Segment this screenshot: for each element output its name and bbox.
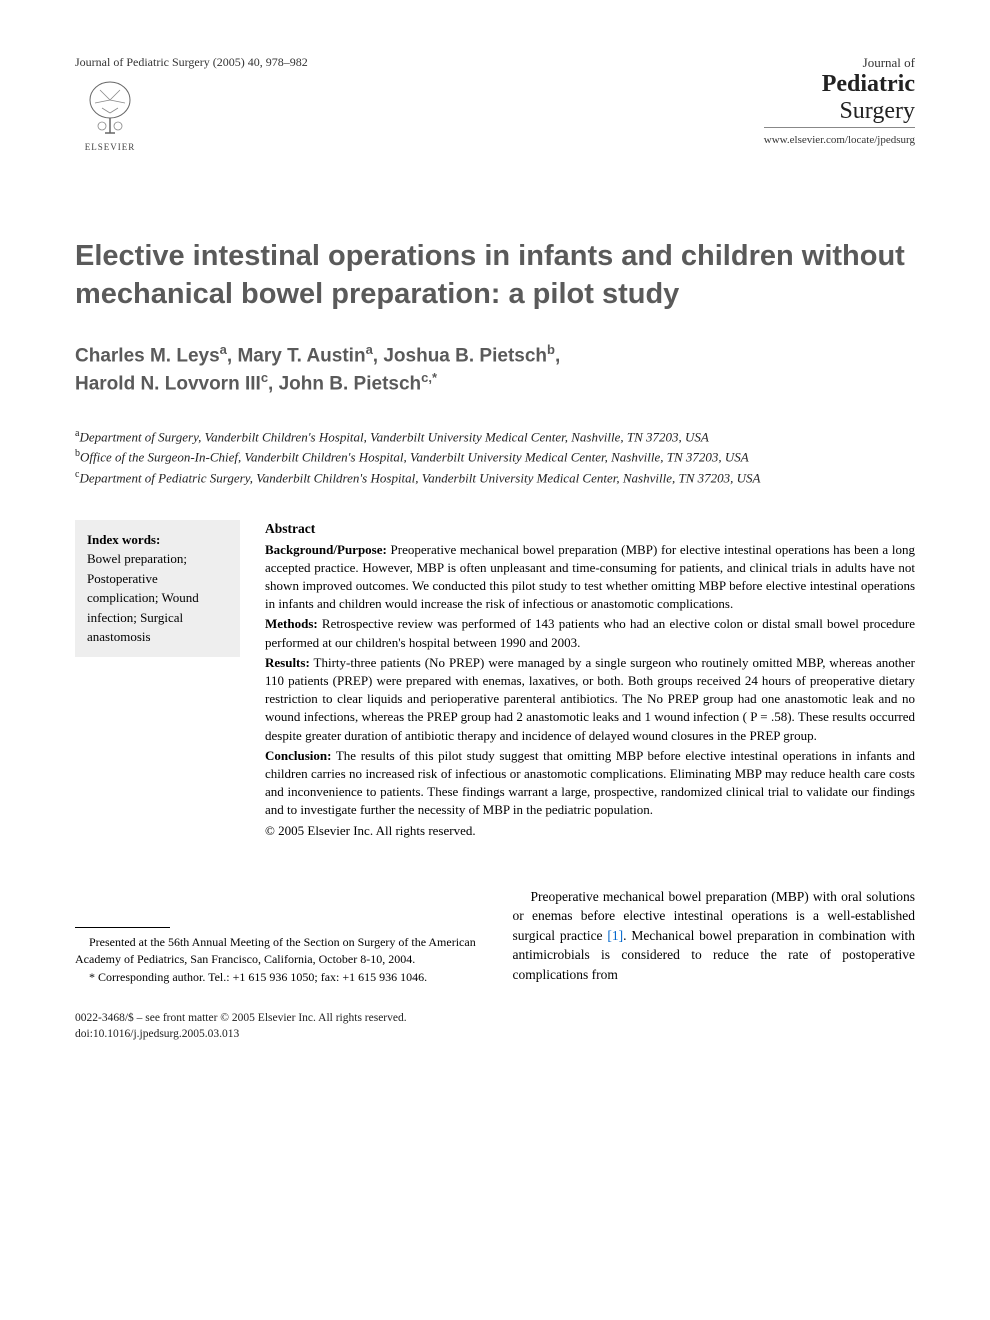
keywords-heading: Index words: bbox=[87, 530, 228, 550]
elsevier-logo: ELSEVIER bbox=[75, 78, 145, 158]
header-rule bbox=[764, 127, 915, 128]
journal-logo-line2: Pediatric bbox=[764, 71, 915, 98]
footnote-corresponding: * Corresponding author. Tel.: +1 615 936… bbox=[75, 969, 478, 986]
content-row: Index words: Bowel preparation; Postoper… bbox=[75, 520, 915, 842]
page-footer: 0022-3468/$ – see front matter © 2005 El… bbox=[75, 1010, 915, 1042]
elsevier-label: ELSEVIER bbox=[85, 142, 136, 152]
abstract-methods: Methods: Retrospective review was perfor… bbox=[265, 615, 915, 651]
footnotes-column: Presented at the 56th Annual Meeting of … bbox=[75, 887, 478, 986]
author-aff: a bbox=[366, 342, 373, 357]
affiliations-block: aDepartment of Surgery, Vanderbilt Child… bbox=[75, 427, 915, 488]
article-title: Elective intestinal operations in infant… bbox=[75, 238, 915, 313]
abstract-heading: Abstract bbox=[265, 520, 915, 539]
footnote-presented: Presented at the 56th Annual Meeting of … bbox=[75, 934, 478, 968]
keywords-list: Bowel preparation; Postoperative complic… bbox=[87, 549, 228, 647]
keywords-box: Index words: Bowel preparation; Postoper… bbox=[75, 520, 240, 657]
abstract-column: Abstract Background/Purpose: Preoperativ… bbox=[265, 520, 915, 842]
abstract-results: Results: Thirty-three patients (No PREP)… bbox=[265, 654, 915, 745]
intro-column: Preoperative mechanical bowel preparatio… bbox=[513, 887, 916, 986]
author: Harold N. Lovvorn III bbox=[75, 374, 261, 395]
intro-paragraph: Preoperative mechanical bowel preparatio… bbox=[513, 887, 916, 985]
header-right: Journal of Pediatric Surgery www.elsevie… bbox=[764, 55, 915, 146]
journal-url[interactable]: www.elsevier.com/locate/jpedsurg bbox=[764, 134, 915, 146]
journal-logo-line3: Surgery bbox=[764, 98, 915, 125]
header-left: Journal of Pediatric Surgery (2005) 40, … bbox=[75, 55, 308, 158]
author-aff: b bbox=[547, 342, 555, 357]
author-aff: c,* bbox=[421, 370, 437, 385]
abstract-background: Background/Purpose: Preoperative mechani… bbox=[265, 541, 915, 614]
affiliation: aDepartment of Surgery, Vanderbilt Child… bbox=[75, 427, 915, 447]
affiliation: cDepartment of Pediatric Surgery, Vander… bbox=[75, 468, 915, 488]
author-aff: c bbox=[261, 370, 268, 385]
affiliation: bOffice of the Surgeon-In-Chief, Vanderb… bbox=[75, 447, 915, 467]
journal-logo-line1: Journal of bbox=[764, 55, 915, 71]
bottom-section: Presented at the 56th Annual Meeting of … bbox=[75, 887, 915, 986]
author: Joshua B. Pietsch bbox=[383, 346, 547, 367]
abstract-copyright: © 2005 Elsevier Inc. All rights reserved… bbox=[265, 822, 915, 840]
author-aff: a bbox=[220, 342, 227, 357]
footer-doi: doi:10.1016/j.jpedsurg.2005.03.013 bbox=[75, 1026, 915, 1042]
footer-copyright: 0022-3468/$ – see front matter © 2005 El… bbox=[75, 1010, 915, 1026]
elsevier-tree-icon bbox=[80, 78, 140, 140]
author: John B. Pietsch bbox=[279, 374, 422, 395]
page-header: Journal of Pediatric Surgery (2005) 40, … bbox=[75, 55, 915, 158]
author: Mary T. Austin bbox=[237, 346, 365, 367]
reference-link[interactable]: [1] bbox=[607, 928, 623, 943]
footnote-rule bbox=[75, 927, 170, 928]
authors-block: Charles M. Leysa, Mary T. Austina, Joshu… bbox=[75, 341, 915, 397]
abstract-conclusion: Conclusion: The results of this pilot st… bbox=[265, 747, 915, 820]
journal-logo: Journal of Pediatric Surgery bbox=[764, 55, 915, 125]
journal-reference: Journal of Pediatric Surgery (2005) 40, … bbox=[75, 55, 308, 70]
author: Charles M. Leys bbox=[75, 346, 220, 367]
